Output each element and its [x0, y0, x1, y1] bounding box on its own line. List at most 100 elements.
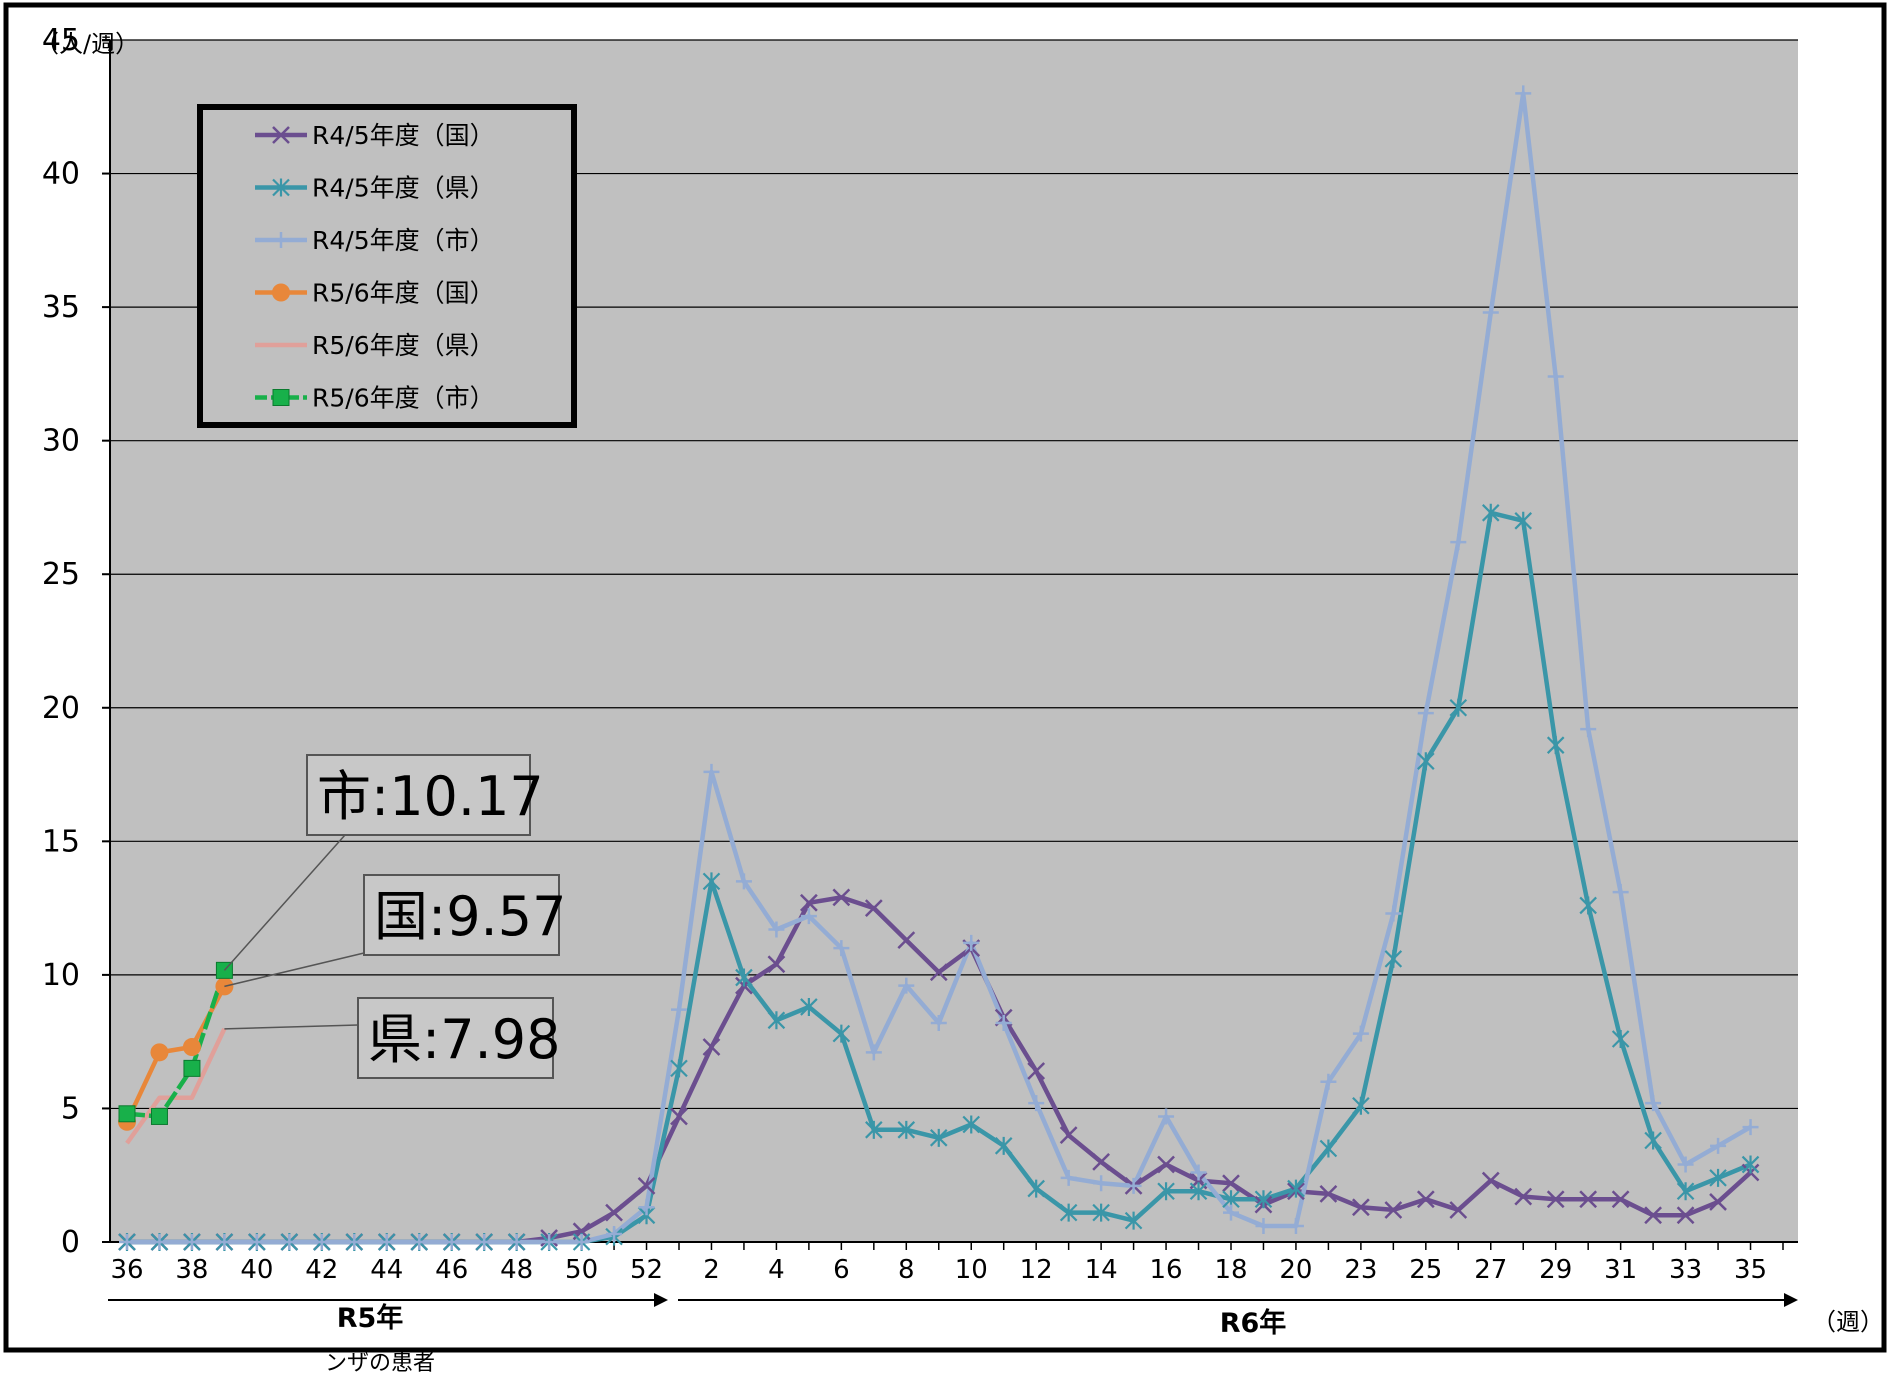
callout-label: 国:9.57 — [374, 885, 566, 948]
legend-box — [197, 104, 577, 428]
data-point — [1449, 1201, 1468, 1219]
callout-box — [357, 997, 554, 1079]
data-point — [832, 1024, 851, 1043]
data-point — [248, 1234, 265, 1250]
data-point — [1384, 949, 1403, 968]
x-tick-label: 50 — [565, 1255, 598, 1285]
data-point — [272, 178, 290, 197]
data-point — [1546, 736, 1565, 755]
x-tick-labels: 36 38 40 42 44 46 48 50 52 2 4 6 8 10 12 14 16 18 20 23 25 27… — [110, 1242, 1784, 1285]
data-point — [1710, 1137, 1727, 1154]
data-point — [1644, 1131, 1662, 1150]
data-point — [670, 1059, 688, 1078]
y-tick-label: 0 — [61, 1225, 80, 1260]
y-axis-unit-label: （人/週） — [35, 30, 139, 58]
data-point — [1027, 1062, 1046, 1080]
x-tick-label: 10 — [955, 1255, 988, 1285]
data-point — [272, 389, 290, 406]
data-point — [638, 1199, 655, 1216]
data-point — [768, 921, 785, 938]
data-point — [272, 283, 290, 302]
data-point — [1384, 1201, 1403, 1219]
era-label-r6: R6年 — [1220, 1307, 1287, 1339]
data-point — [833, 940, 850, 957]
y-tick-label: 15 — [42, 824, 80, 859]
y-tick-label: 40 — [42, 157, 80, 192]
data-point — [1319, 1139, 1338, 1158]
data-point — [1190, 1164, 1207, 1181]
data-point — [1223, 1204, 1239, 1221]
x-tick-label: 42 — [305, 1255, 338, 1285]
data-point — [1645, 1095, 1662, 1112]
y-tick-label: 45 — [42, 23, 80, 58]
x-tick-label: 38 — [175, 1255, 208, 1285]
data-point — [150, 1043, 169, 1062]
series-line — [125, 1027, 227, 1145]
y-tick-label: 35 — [42, 290, 80, 325]
data-point — [963, 934, 980, 951]
callout-leader — [224, 952, 365, 988]
data-point — [637, 1177, 656, 1195]
data-point — [767, 1011, 786, 1030]
callout-box — [363, 874, 560, 956]
data-point — [1125, 1177, 1142, 1194]
data-point — [800, 997, 818, 1016]
data-point — [1287, 1179, 1305, 1198]
data-point — [443, 1234, 460, 1250]
data-point — [1579, 896, 1597, 915]
data-point — [1709, 1193, 1727, 1211]
x-axis-unit-label: （週） — [1812, 1308, 1884, 1336]
data-point — [378, 1234, 395, 1250]
data-point — [800, 908, 817, 925]
data-point — [1092, 1152, 1111, 1171]
data-point — [1093, 1175, 1110, 1192]
x-tick-label: 29 — [1539, 1255, 1572, 1285]
data-point — [411, 1234, 428, 1250]
data-point — [1417, 752, 1435, 771]
legend: R4/5年度（国） R4/5年度（県） R4/5年度（市） R5/6年度（国） R5/6… — [197, 104, 577, 428]
data-point — [1547, 368, 1564, 385]
data-point — [1028, 1095, 1045, 1112]
callouts: 市:10.17 国:9.57 県:7.98 — [223, 754, 566, 1079]
x-tick-label: 46 — [435, 1255, 468, 1285]
x-tick-label: 4 — [768, 1255, 785, 1285]
data-point — [930, 1014, 947, 1031]
data-point — [735, 873, 752, 890]
data-point — [1157, 1182, 1175, 1201]
data-point — [541, 1234, 558, 1250]
data-point — [995, 1014, 1012, 1031]
x-tick-label: 2 — [703, 1255, 720, 1285]
data-point — [1481, 1171, 1500, 1190]
data-point — [1449, 698, 1468, 717]
data-point — [1059, 1126, 1078, 1145]
data-point — [897, 931, 916, 950]
data-point — [1612, 884, 1629, 901]
data-point — [1157, 1155, 1175, 1174]
era-arrows: R5年 R6年 — [108, 1293, 1798, 1339]
data-point — [1124, 1211, 1143, 1230]
data-point — [1254, 1190, 1273, 1209]
data-point — [1158, 1108, 1175, 1125]
data-point — [1741, 1155, 1760, 1174]
data-point — [865, 1120, 883, 1139]
data-point — [151, 1234, 168, 1250]
data-point — [929, 1128, 948, 1147]
x-tick-label: 20 — [1279, 1255, 1312, 1285]
data-point — [1742, 1119, 1759, 1136]
data-point — [573, 1234, 590, 1250]
data-point — [1352, 1096, 1370, 1115]
data-point — [1450, 534, 1467, 551]
y-tick-label: 25 — [42, 557, 80, 592]
x-tick-label: 35 — [1734, 1255, 1767, 1285]
y-tick-label: 5 — [61, 1091, 80, 1126]
legend-label: R4/5年度（県） — [312, 174, 495, 203]
data-point — [1352, 1025, 1369, 1042]
data-point — [606, 1225, 623, 1242]
data-point — [1287, 1217, 1304, 1234]
callout-box — [306, 754, 531, 836]
data-point — [1319, 1185, 1338, 1203]
data-point — [1482, 304, 1499, 321]
data-point — [671, 1001, 687, 1018]
data-point — [1320, 1073, 1337, 1090]
